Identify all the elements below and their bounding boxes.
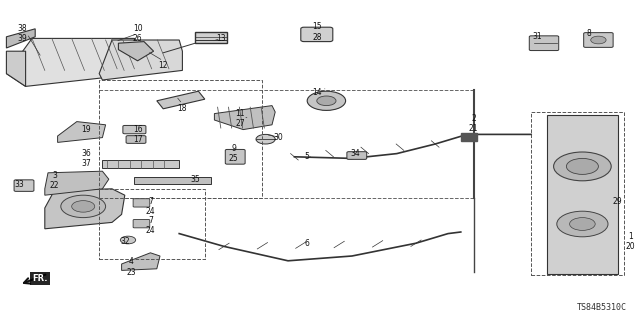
Text: 2
21: 2 21 (469, 114, 478, 133)
FancyBboxPatch shape (301, 27, 333, 42)
Bar (102, 160, 179, 168)
Text: 14: 14 (312, 88, 322, 97)
Text: 11
27: 11 27 (235, 109, 245, 128)
Text: 6: 6 (305, 239, 310, 248)
Text: 8: 8 (586, 29, 591, 38)
FancyBboxPatch shape (225, 149, 245, 164)
FancyBboxPatch shape (133, 220, 150, 228)
Text: 15
28: 15 28 (312, 22, 322, 42)
Text: 33: 33 (14, 180, 24, 188)
Text: TS84B5310C: TS84B5310C (577, 303, 627, 312)
Polygon shape (547, 115, 618, 274)
Polygon shape (6, 38, 144, 86)
Circle shape (570, 218, 595, 230)
Text: 3
22: 3 22 (50, 171, 59, 190)
Polygon shape (45, 189, 125, 229)
Circle shape (591, 36, 606, 44)
Text: 18: 18 (178, 104, 187, 113)
Text: 13: 13 (216, 34, 226, 43)
Bar (531, 112, 624, 275)
Text: 1
20: 1 20 (625, 232, 636, 251)
Polygon shape (58, 122, 106, 142)
Circle shape (554, 152, 611, 181)
Polygon shape (214, 106, 275, 130)
Text: FR.: FR. (32, 274, 47, 283)
Polygon shape (195, 32, 227, 43)
Text: 31: 31 (532, 32, 543, 41)
Text: 7
24: 7 24 (145, 216, 156, 235)
Circle shape (61, 195, 106, 218)
Polygon shape (6, 29, 35, 48)
FancyBboxPatch shape (347, 152, 367, 159)
FancyBboxPatch shape (126, 136, 146, 143)
Text: 30: 30 (273, 133, 284, 142)
Circle shape (256, 134, 275, 144)
Polygon shape (157, 91, 205, 109)
Circle shape (72, 201, 95, 212)
Polygon shape (122, 253, 160, 270)
Bar (99, 189, 205, 259)
Text: 7
24: 7 24 (145, 197, 156, 216)
Text: 34: 34 (350, 149, 360, 158)
Polygon shape (461, 133, 477, 141)
FancyBboxPatch shape (584, 33, 613, 47)
Text: 29: 29 (612, 197, 623, 206)
Circle shape (120, 236, 136, 244)
FancyBboxPatch shape (14, 180, 34, 191)
Text: 38
39: 38 39 (17, 24, 28, 43)
Bar (99, 80, 262, 198)
Polygon shape (99, 40, 182, 80)
Text: 36
37: 36 37 (81, 149, 92, 168)
Text: 19: 19 (81, 125, 92, 134)
Circle shape (317, 96, 336, 106)
Text: 5: 5 (305, 152, 310, 161)
Text: 16: 16 (132, 125, 143, 134)
Polygon shape (118, 42, 154, 61)
Text: 35: 35 (190, 175, 200, 184)
Circle shape (307, 91, 346, 110)
Polygon shape (45, 171, 109, 195)
Bar (134, 177, 211, 184)
Text: 9
25: 9 25 (228, 144, 239, 163)
Text: 12: 12 (159, 61, 168, 70)
FancyBboxPatch shape (133, 199, 150, 207)
FancyBboxPatch shape (529, 36, 559, 51)
Circle shape (566, 158, 598, 174)
FancyBboxPatch shape (123, 125, 146, 134)
Text: 17: 17 (132, 135, 143, 144)
Text: 32: 32 (120, 237, 130, 246)
Polygon shape (6, 51, 26, 86)
Text: 10
26: 10 26 (132, 24, 143, 43)
Text: 4
23: 4 23 (126, 258, 136, 277)
Circle shape (557, 211, 608, 237)
